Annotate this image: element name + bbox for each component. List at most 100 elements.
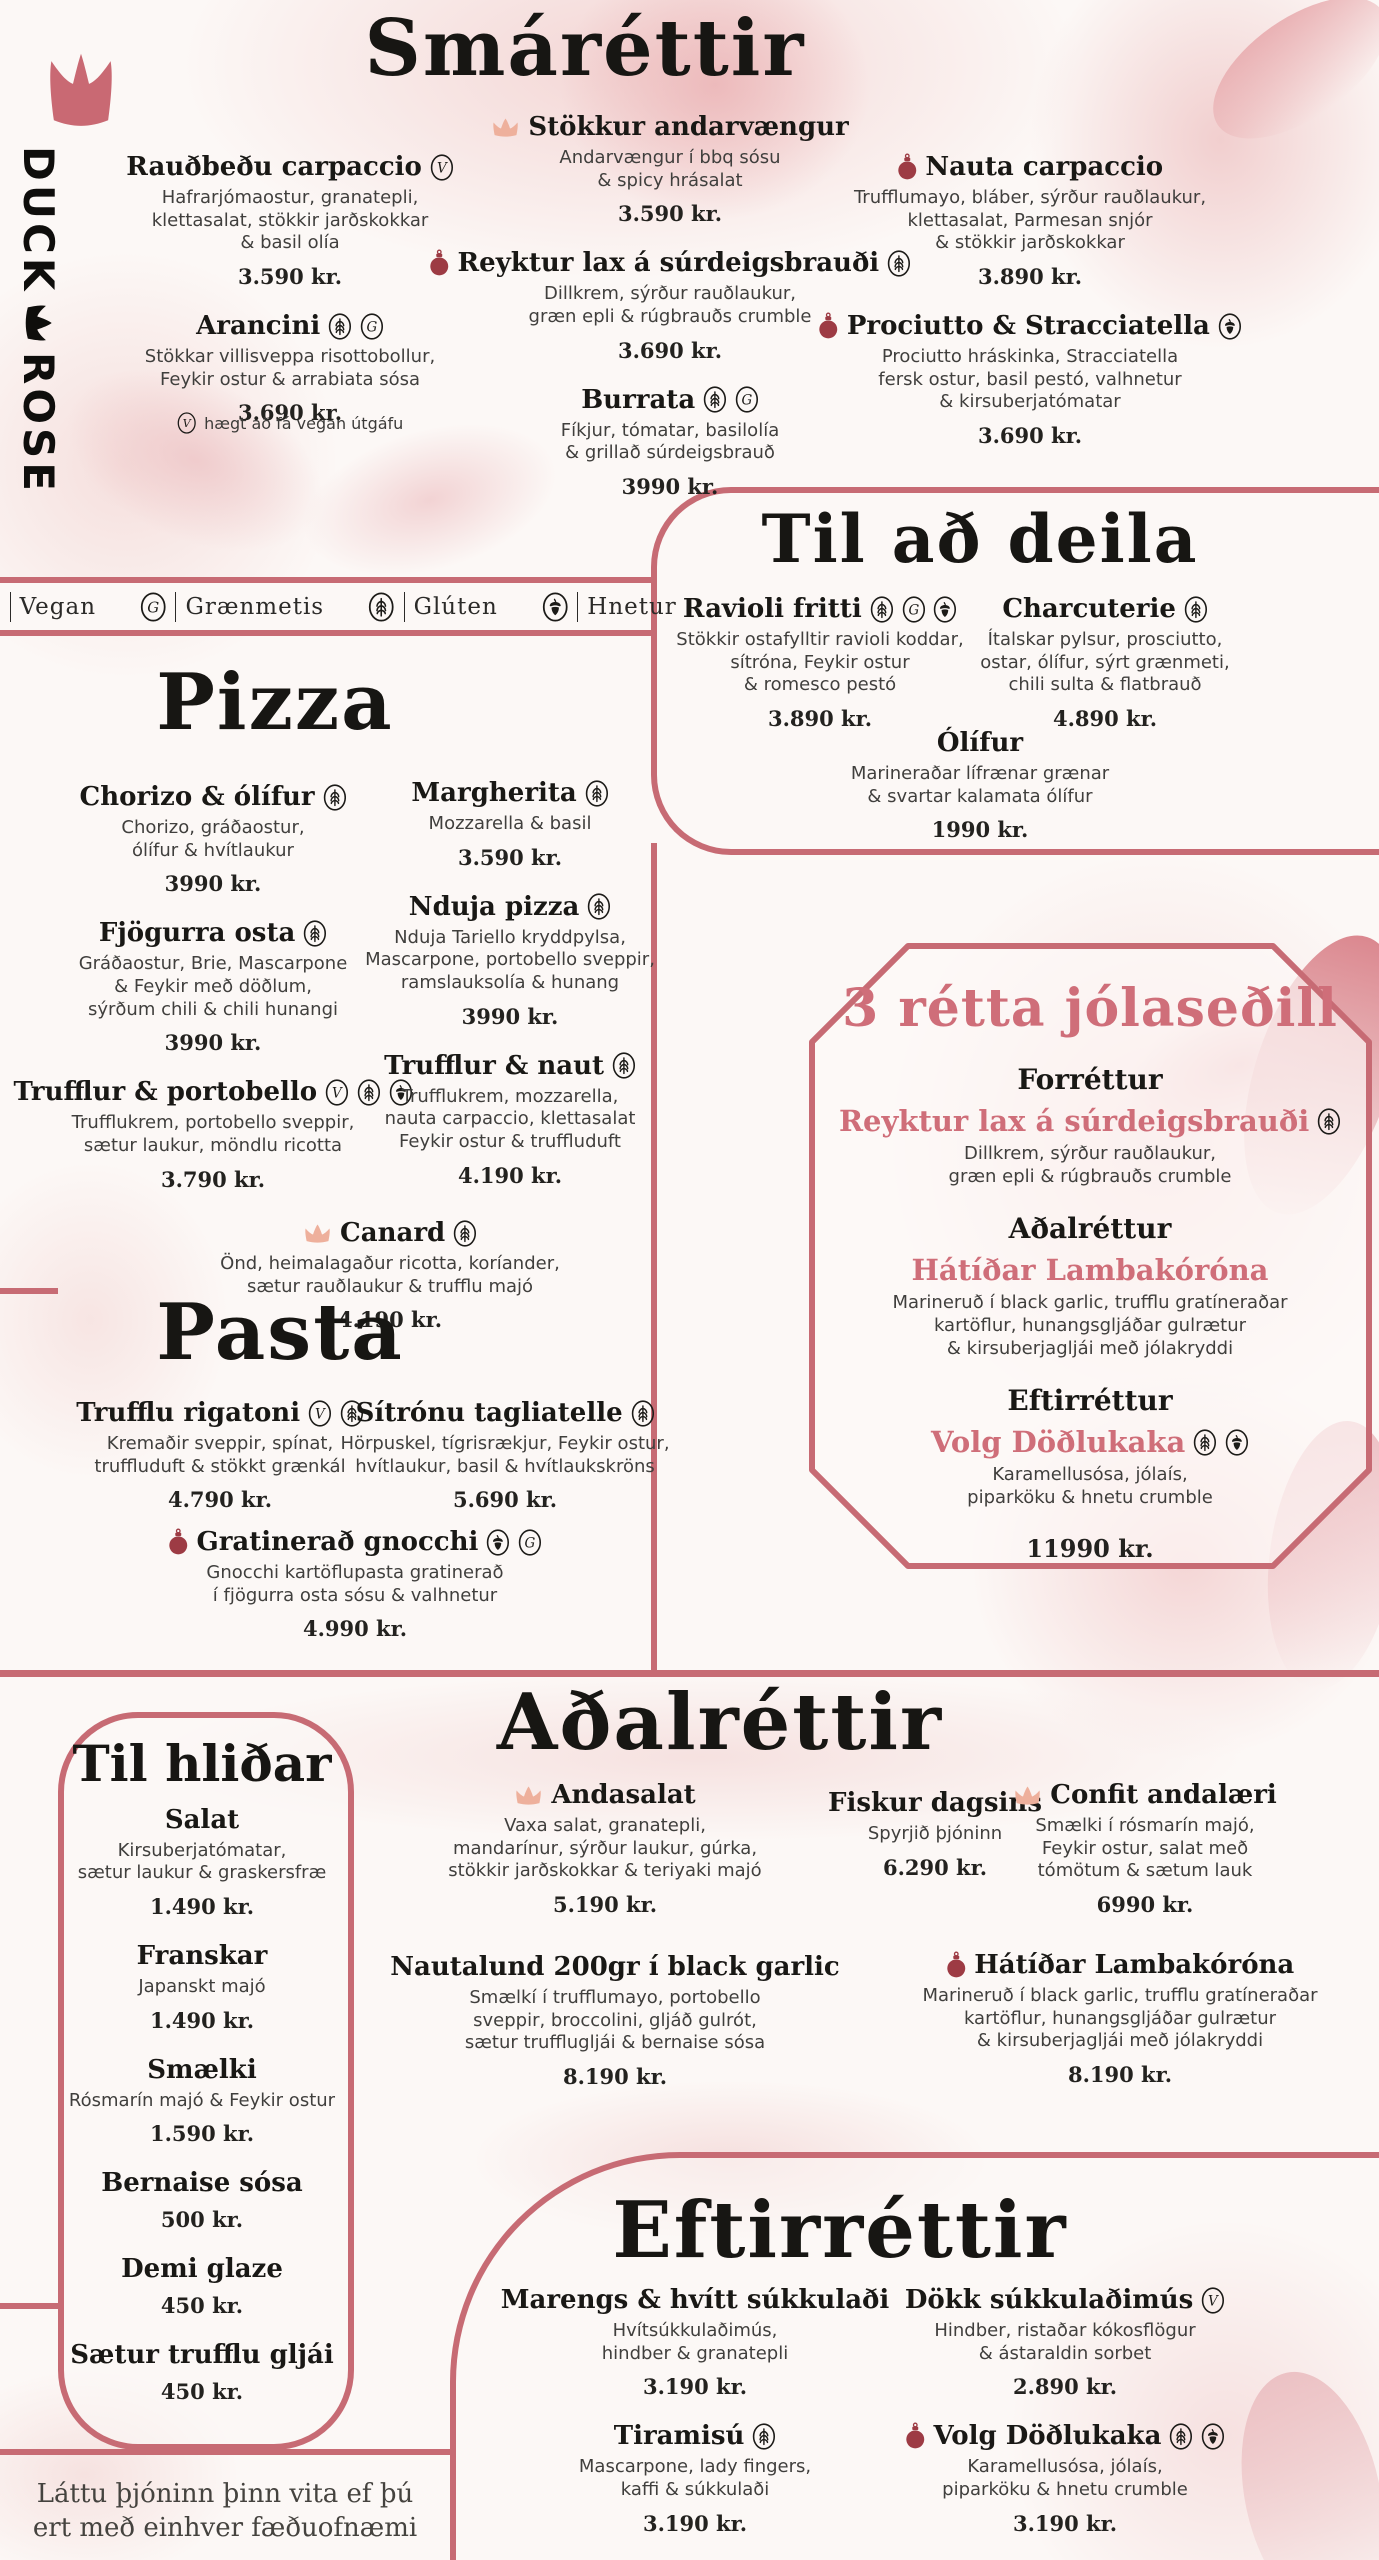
menu-item-head: Ravioli fritti G	[660, 594, 980, 624]
divider-stub	[0, 2303, 58, 2309]
menu-item: Trufflur & naut Trufflukrem, mozzarella, …	[345, 1051, 675, 1188]
gluten-icon	[357, 1079, 381, 1106]
ornament-icon	[905, 2422, 926, 2450]
item-name: Tiramisú	[613, 2421, 745, 2452]
course-label: Eftirréttur	[1007, 1384, 1173, 1418]
adalrettir-confit-andalaeri: Confit andalæri Smælki í rósmarín majó, F…	[945, 1780, 1345, 1939]
section-title-eftirrettir: Eftirréttir	[612, 2185, 1068, 2276]
menu-item-head: Burrata G	[450, 385, 890, 415]
item-price: 4.190 kr.	[337, 1307, 443, 1333]
crown-icon	[514, 1785, 543, 1806]
item-price: 1.490 kr.	[149, 1893, 255, 1919]
menu-item: Smælki Rósmarín majó & Feykir ostur 1.590 …	[68, 2055, 336, 2147]
pizza-featured-item: Canard Önd, heimalagaður ricotta, koríand…	[170, 1218, 610, 1354]
vegan-icon: V	[325, 1079, 349, 1106]
menu-item-head: Canard	[170, 1218, 610, 1248]
item-description: Japanskt majó	[138, 1975, 266, 1997]
menu-item: Salat Kirsuberjatómatar, sætur laukur & g…	[68, 1805, 336, 1919]
item-description: Mascarpone, lady fingers, kaffi & súkkul…	[578, 2456, 812, 2501]
menu-item-head: Nauta carpaccio	[805, 152, 1255, 182]
pasta-featured-item: Gratinerað gnocchi G Gnocchi kartöflupasta…	[140, 1527, 570, 1663]
legend-label: Grænmetis	[185, 593, 325, 620]
veg-icon: G	[360, 312, 384, 340]
item-name: Ravioli fritti	[682, 594, 862, 624]
adalrettir-lambakorona: Hátíðar Lambakóróna Marineruð í black gar…	[880, 1950, 1360, 2109]
item-price: 4.790 kr.	[167, 1487, 273, 1513]
ornament-icon	[897, 153, 918, 181]
item-name: Canard	[340, 1218, 446, 1248]
menu-item-head: Rauðbeðu carpaccio V	[95, 152, 485, 182]
veg-icon: G	[735, 386, 759, 413]
item-description: Dillkrem, sýrður rauðlaukur, græn epli &…	[528, 283, 812, 328]
item-name: Marengs & hvítt súkkulaði	[500, 2285, 890, 2315]
item-description: Hindber, ristaðar kókosflögur & ástarald…	[934, 2320, 1196, 2364]
item-price: 3.690 kr.	[977, 423, 1083, 449]
section-title-smarettir: Smáréttir	[364, 3, 806, 94]
tildeila-right-column: Charcuterie Ítalskar pylsur, prosciutto, …	[945, 594, 1265, 753]
menu-item-head: Salat	[68, 1805, 336, 1835]
ornament-icon	[429, 249, 450, 277]
svg-text:G: G	[525, 1535, 536, 1551]
veg-icon: G	[902, 595, 926, 623]
item-price: 3.590 kr.	[237, 264, 343, 290]
menu-item: Chorizo & ólífur Chorizo, gráðaostur, ólí…	[28, 782, 398, 896]
item-name: Dökk súkkulaðimús	[904, 2285, 1194, 2315]
gluten-icon	[1317, 1107, 1341, 1135]
divider-vertical	[651, 843, 657, 1676]
menu-item: Hátíðar Lambakóróna Marineruð í black gar…	[880, 1950, 1360, 2087]
vegan-note: V hægt að fá vegan útgáfu	[95, 412, 485, 434]
jolasedill-price: 11990 kr.	[1026, 1533, 1154, 1563]
legend-separator	[577, 591, 579, 622]
item-price: 6.290 kr.	[882, 1854, 988, 1880]
item-description: Hvítsúkkulaðimús, hindber & granatepli	[601, 2320, 789, 2364]
item-description: Chorizo, gráðaostur, ólífur & hvítlaukur	[121, 817, 305, 861]
item-name: Reyktur lax á súrdeigsbrauði	[838, 1104, 1310, 1138]
menu-item-head: Prociutto & Stracciatella	[805, 311, 1255, 341]
menu-item-head: Andasalat	[400, 1780, 810, 1810]
gluten-icon	[585, 779, 609, 807]
gluten-icon	[323, 783, 347, 811]
pizza-left-column: Chorizo & ólífur Chorizo, gráðaostur, ólí…	[13, 782, 412, 1214]
legend-item: Glúten	[368, 591, 498, 622]
menu-item-head: Sætur trufflu gljái	[68, 2340, 336, 2370]
legend-item: Hnetur	[542, 591, 677, 622]
jolasedill-content: 3 rétta jólaseðill Forréttur Reyktur lax …	[830, 978, 1350, 1563]
item-price: 3990 kr.	[164, 871, 262, 897]
menu-item-head: Volg Döðlukaka	[830, 1425, 1350, 1459]
item-price: 3990 kr.	[621, 474, 719, 500]
course-label: Forréttur	[1017, 1063, 1163, 1096]
item-name: Prociutto & Stracciatella	[846, 311, 1210, 342]
menu-item: Volg Döðlukaka Karamellusósa, jólaís, pip…	[830, 1425, 1350, 1509]
nut-icon	[1201, 2423, 1225, 2450]
menu-item-head: Confit andalæri	[945, 1780, 1345, 1810]
item-price: 5.190 kr.	[552, 1892, 658, 1918]
item-description: Trufflumayo, bláber, sýrður rauðlaukur, …	[853, 187, 1207, 254]
gluten-icon	[1193, 1429, 1217, 1456]
item-name: Ólífur	[936, 728, 1024, 758]
tildeila-center-item: Ólífur Marineraðar lífrænar grænar & svar…	[740, 728, 1220, 864]
smarettir-right-column: Nauta carpaccio Trufflumayo, bláber, sýrð…	[805, 152, 1255, 470]
item-price: 3.890 kr.	[767, 706, 873, 732]
menu-item: Bernaise sósa 500 kr.	[68, 2168, 336, 2232]
item-price: 4.190 kr.	[457, 1162, 563, 1188]
footer-divider	[0, 2449, 456, 2455]
legend-item: V Vegan	[0, 591, 96, 622]
item-name: Chorizo & ólífur	[79, 782, 315, 812]
pizza-right-column: Margherita Mozzarella & basil 3.590 kr. Ndu…	[345, 778, 675, 1210]
item-price: 500 kr.	[160, 2207, 244, 2233]
adalrettir-nautalund: Nautalund 200gr í black garlic Smælkí í t…	[390, 1952, 840, 2111]
course-label: Aðalréttur	[1008, 1212, 1172, 1246]
item-name: Rauðbeðu carpaccio	[126, 152, 422, 182]
veg-icon: G	[140, 591, 166, 622]
item-name: Burrata	[581, 384, 696, 415]
crown-icon	[1013, 1785, 1042, 1806]
item-price: 450 kr.	[160, 2293, 244, 2319]
item-description: Rósmarín majó & Feykir ostur	[68, 2089, 336, 2111]
jolasedill-title: 3 rétta jólaseðill	[842, 978, 1338, 1039]
menu-item: Sítrónu tagliatelle Hörpuskel, tígrisrækj…	[330, 1398, 680, 1512]
menu-item: Dökk súkkulaðimús V Hindber, ristaðar kóko…	[865, 2285, 1265, 2399]
menu-item: Hátíðar Lambakóróna Marineruð í black gar…	[830, 1253, 1350, 1360]
menu-item: Franskar Japanskt majó 1.490 kr.	[68, 1941, 336, 2033]
adalrettir-andasalat: Andasalat Vaxa salat, granatepli, mandarí…	[400, 1780, 810, 1939]
